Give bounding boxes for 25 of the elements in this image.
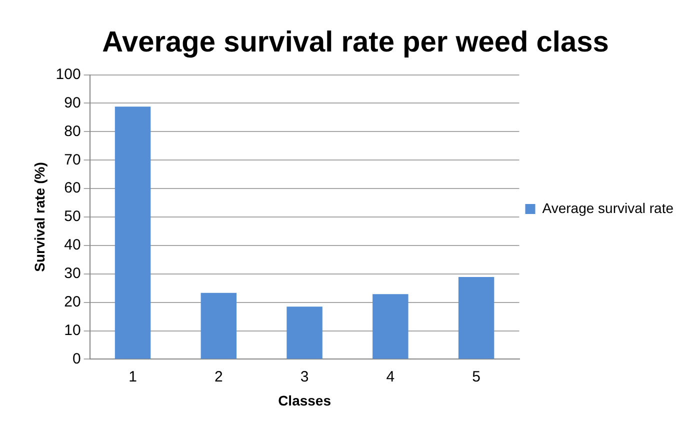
x-tick-label: 1 (128, 368, 137, 386)
x-axis-title: Classes (278, 392, 332, 408)
x-tick-label: 2 (214, 368, 223, 386)
y-tick-label: 50 (64, 208, 81, 226)
bar (458, 277, 494, 359)
y-tick-label: 80 (64, 122, 81, 140)
y-tick-label: 100 (56, 66, 81, 83)
y-tick-label: 90 (64, 94, 81, 112)
bar (114, 106, 151, 359)
y-tick-label: 70 (64, 151, 81, 168)
legend-label: Average survival rate (542, 200, 674, 216)
chart-title: Average survival rate per weed class (102, 26, 609, 58)
x-tick-label: 4 (386, 368, 395, 386)
bar (200, 292, 237, 359)
x-tick-label: 5 (472, 368, 480, 386)
y-axis-title: Survival rate (%) (31, 162, 48, 272)
y-tick-label: 20 (64, 293, 81, 310)
x-tick-label: 3 (300, 368, 309, 386)
y-tick-label: 60 (64, 180, 81, 197)
bar (286, 306, 322, 359)
y-tick-label: 40 (64, 236, 81, 254)
y-tick-label: 30 (64, 265, 81, 282)
bar (372, 294, 408, 359)
y-tick-label: 0 (72, 350, 81, 368)
y-tick-label: 10 (64, 322, 81, 339)
